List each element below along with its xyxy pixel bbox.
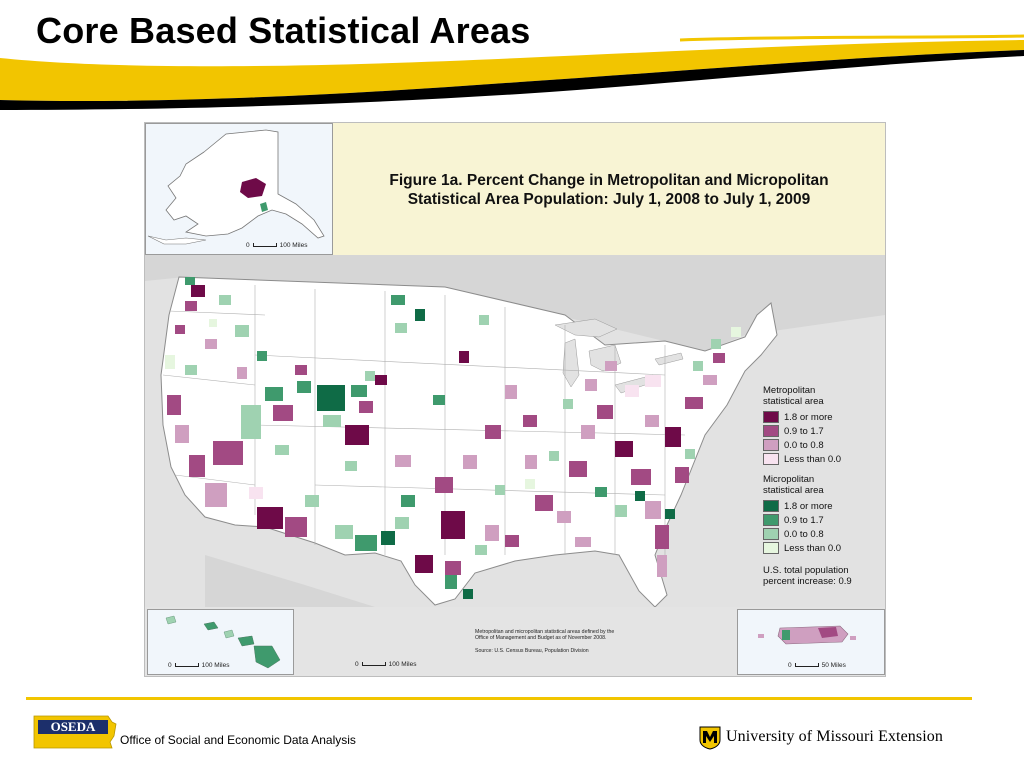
legend-metro-item: 0.9 to 1.7 [763,424,883,438]
legend-micro-item: 0.9 to 1.7 [763,513,883,527]
oseda-name: Office of Social and Economic Data Analy… [120,733,356,747]
figure-note: Metropolitan and micropolitan statistica… [475,629,650,654]
legend-total-increase: U.S. total population percent increase: … [763,565,852,587]
title-swoosh-graphic [0,0,1024,110]
hawaii-map [165,615,281,669]
conus-scale-bar: 0 100 Miles [355,661,417,668]
legend-swatch [763,425,779,437]
puerto-rico-scale-bar: 0 50 Miles [788,662,846,669]
hawaii-scale-bar: 0 100 Miles [168,662,230,669]
puerto-rico-map [758,625,856,645]
alaska-inset: 0 100 Miles [145,123,333,255]
legend-swatch [763,542,779,554]
legend-micro-item: 1.8 or more [763,499,883,513]
mizzou-shield-icon [699,726,721,750]
legend-swatch [763,528,779,540]
legend-swatch [763,453,779,465]
legend-swatch [763,500,779,512]
legend-swatch [763,411,779,423]
hawaii-inset: 0 100 Miles [147,609,294,675]
puerto-rico-inset: 0 50 Miles [737,609,885,675]
slide-title: Core Based Statistical Areas [36,10,531,51]
footer-divider [26,697,972,700]
conus-map [145,255,885,607]
um-extension-name: University of Missouri Extension [726,728,943,745]
legend-micro-item: Less than 0.0 [763,541,883,555]
oseda-logo-text: OSEDA [51,719,96,734]
map-legend: Metropolitan statistical area 1.8 or mor… [763,385,883,587]
legend-swatch [763,514,779,526]
legend-metro-item: Less than 0.0 [763,452,883,466]
figure-title: Figure 1a. Percent Change in Metropolita… [389,172,829,208]
figure-header: Figure 1a. Percent Change in Metropolita… [333,123,885,255]
legend-swatch [763,439,779,451]
legend-metro-item: 0.0 to 0.8 [763,438,883,452]
cbsa-figure: 0 100 Miles Figure 1a. Percent Change in … [144,122,886,677]
legend-metro-heading: Metropolitan statistical area [763,385,824,407]
alaska-scale-bar: 0 100 Miles [246,242,308,249]
oseda-logo: OSEDA [33,715,117,749]
legend-micro-heading: Micropolitan statistical area [763,474,824,496]
figure-source: Source: U.S. Census Bureau, Population D… [475,647,589,654]
alaska-map [147,129,325,245]
legend-micro-item: 0.0 to 0.8 [763,527,883,541]
legend-metro-item: 1.8 or more [763,410,883,424]
